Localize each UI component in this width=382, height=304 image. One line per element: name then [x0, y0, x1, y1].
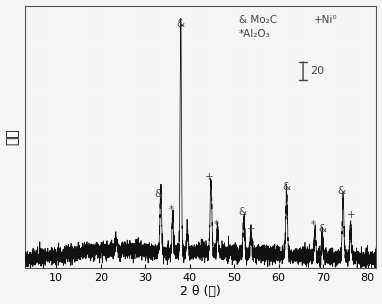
- Text: &: &: [318, 224, 326, 234]
- Text: *: *: [168, 206, 173, 215]
- Text: 20: 20: [310, 66, 324, 76]
- Y-axis label: 强度: 强度: [6, 128, 19, 145]
- Text: +: +: [247, 224, 255, 234]
- Text: &: &: [283, 181, 291, 192]
- Text: +: +: [206, 172, 214, 182]
- Text: *: *: [311, 220, 316, 230]
- Text: &: &: [238, 206, 246, 216]
- Text: +: +: [347, 210, 355, 220]
- Text: *Al₂O₃: *Al₂O₃: [239, 29, 270, 40]
- Text: +Ni⁰: +Ni⁰: [314, 15, 338, 25]
- Text: *: *: [214, 220, 219, 230]
- Text: &: &: [338, 186, 346, 196]
- Text: &: &: [154, 189, 163, 199]
- Text: & Mo₂C: & Mo₂C: [239, 15, 277, 25]
- Text: &: &: [177, 19, 185, 29]
- X-axis label: 2 θ (度): 2 θ (度): [180, 285, 221, 299]
